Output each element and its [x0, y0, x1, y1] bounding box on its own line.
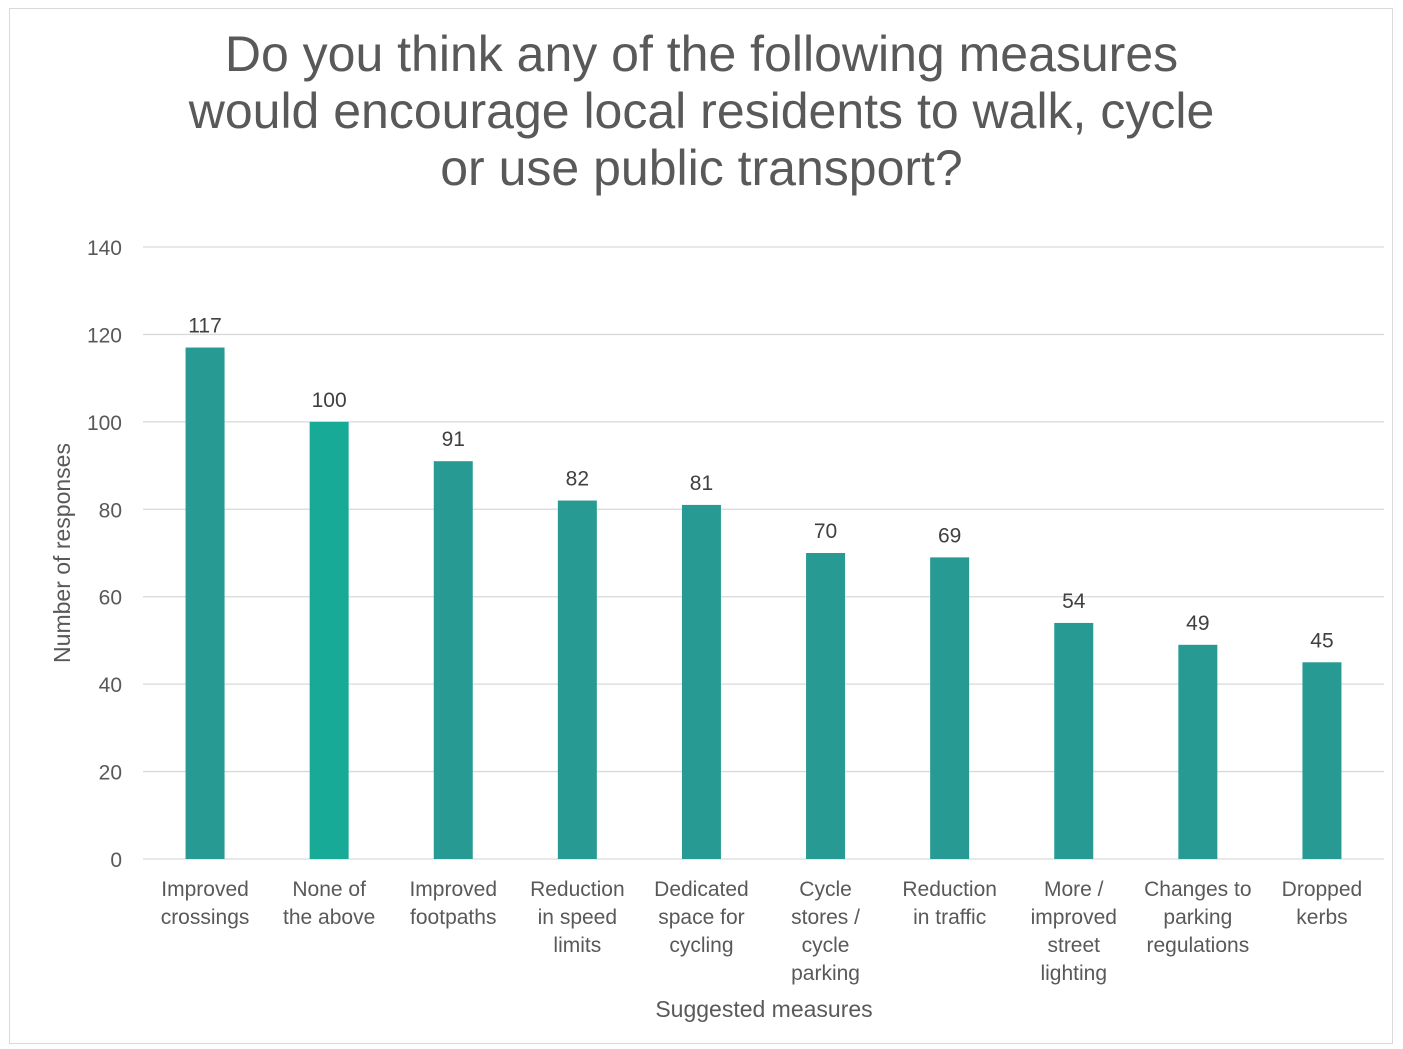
x-tick-label-line: the above — [283, 906, 375, 929]
bar — [185, 347, 225, 859]
bar — [806, 553, 846, 859]
x-tick-label-line: Changes to — [1144, 878, 1251, 901]
x-tick-label-line: Reduction — [530, 878, 625, 901]
bar — [1302, 662, 1342, 859]
y-tick-label: 40 — [99, 674, 122, 697]
y-axis-title: Number of responses — [49, 443, 75, 663]
data-label: 117 — [188, 315, 221, 338]
data-label: 70 — [814, 520, 837, 543]
x-tick-label-line: None of — [292, 878, 366, 901]
x-tick-label-line: Reduction — [902, 878, 997, 901]
y-tick-label: 60 — [99, 587, 122, 610]
y-tick-label: 80 — [99, 499, 122, 522]
x-tick-label-line: Improved — [161, 878, 249, 901]
bar — [681, 504, 721, 859]
x-tick-label-line: improved — [1031, 906, 1117, 929]
y-tick-label: 20 — [99, 762, 122, 785]
bar — [1178, 644, 1218, 859]
x-tick-label-line: parking — [791, 962, 860, 985]
x-tick-label-line: in speed — [538, 906, 617, 929]
bar — [557, 500, 597, 859]
y-tick-label: 120 — [87, 324, 122, 347]
x-tick-label: Changes to parking regulations — [1144, 878, 1251, 957]
data-label: 69 — [938, 524, 961, 547]
y-tick-label: 0 — [110, 849, 122, 872]
x-tick-label-line: cycle — [802, 934, 850, 957]
y-tick-label: 140 — [87, 237, 122, 260]
data-label: 49 — [1186, 612, 1209, 635]
y-tick-label: 100 — [87, 412, 122, 435]
bar — [930, 557, 970, 859]
x-tick-label-line: Dropped — [1282, 878, 1363, 901]
data-label: 81 — [690, 472, 713, 495]
bars — [185, 347, 1342, 859]
x-tick-label: More / improved street lighting — [1031, 878, 1117, 985]
x-tick-label-line: Improved — [409, 878, 497, 901]
data-label: 100 — [312, 389, 347, 412]
x-tick-label-line: kerbs — [1296, 906, 1347, 929]
data-labels: 117 100 91 82 81 70 69 54 49 45 — [188, 315, 1333, 653]
data-label: 91 — [442, 428, 465, 451]
x-tick-label: Reduction in traffic — [902, 878, 997, 929]
data-label: 82 — [566, 468, 589, 491]
bar — [309, 421, 349, 859]
x-tick-label: Dedicated space for cycling — [654, 878, 749, 957]
data-label: 45 — [1310, 629, 1333, 652]
x-axis-title: Suggested measures — [655, 996, 872, 1022]
x-tick-label-line: street — [1047, 934, 1100, 957]
gridlines — [143, 246, 1384, 860]
x-axis-ticks: Improved crossings None of the above Improve… — [161, 878, 1363, 985]
chart-title: Do you think any of the following measur… — [188, 26, 1215, 196]
x-tick-label-line: limits — [553, 934, 601, 957]
data-label: 54 — [1062, 590, 1086, 613]
x-tick-label: Reduction in speed limits — [530, 878, 625, 957]
y-axis-ticks: 0 20 40 60 80 100 120 140 — [87, 237, 122, 872]
x-tick-label: Dropped kerbs — [1282, 878, 1363, 929]
x-tick-label-line: space for — [658, 906, 744, 929]
x-tick-label-line: in traffic — [913, 906, 986, 929]
x-tick-label-line: Dedicated — [654, 878, 749, 901]
x-tick-label: Cycle stores / cycle parking — [791, 878, 860, 985]
x-tick-label-line: lighting — [1040, 962, 1107, 985]
bar — [433, 461, 473, 859]
x-tick-label-line: cycling — [669, 934, 733, 957]
x-tick-label-line: Cycle — [799, 878, 852, 901]
x-tick-label-line: parking — [1163, 906, 1232, 929]
x-tick-label-line: crossings — [161, 906, 250, 929]
x-tick-label-line: stores / — [791, 906, 860, 929]
x-tick-label-line: footpaths — [410, 906, 496, 929]
x-tick-label: Improved footpaths — [409, 878, 497, 929]
x-tick-label: None of the above — [283, 878, 375, 929]
x-tick-label-line: More / — [1044, 878, 1104, 901]
bar — [1054, 622, 1094, 859]
x-tick-label-line: regulations — [1146, 934, 1249, 957]
x-tick-label: Improved crossings — [161, 878, 250, 929]
